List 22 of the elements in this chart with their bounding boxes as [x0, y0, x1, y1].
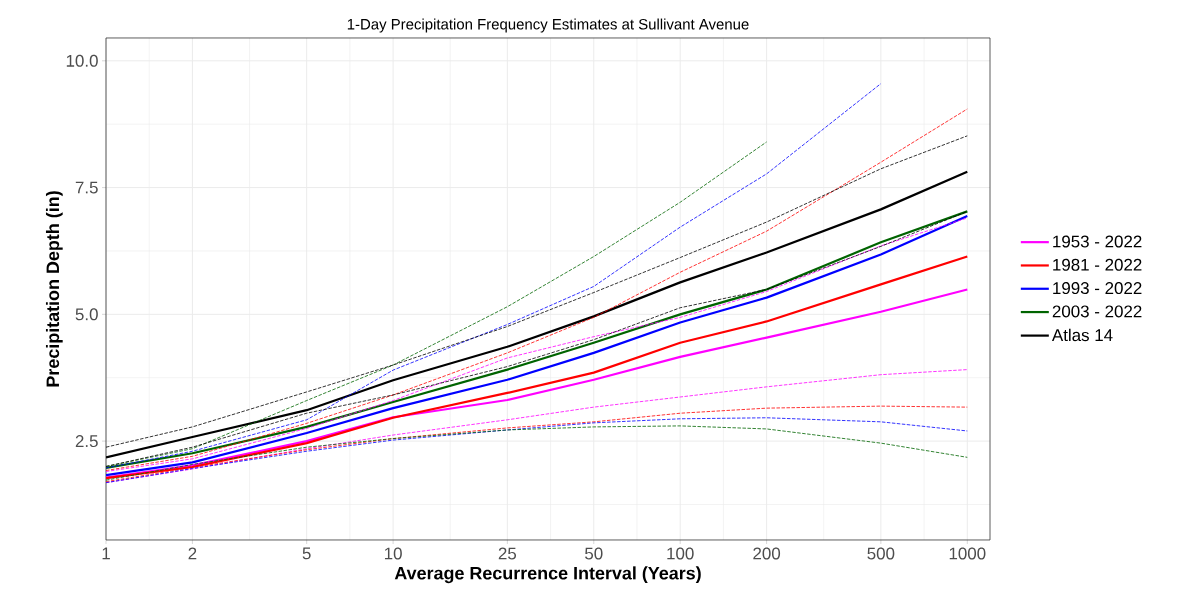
x-tick-label: 25: [498, 547, 517, 560]
x-tick-label: 2: [188, 547, 197, 560]
x-tick-label: 50: [585, 547, 603, 560]
legend-label: Atlas 14: [1051, 328, 1113, 342]
legend-label: 2003 - 2022: [1052, 305, 1142, 318]
x-axis-title: Average Recurrence Interval (Years): [394, 566, 701, 584]
x-tick-label: 1000: [949, 547, 986, 560]
legend-label: 1993 - 2022: [1053, 282, 1142, 295]
y-tick-label: 10.0: [66, 54, 98, 67]
y-tick-label: 7.5: [75, 181, 98, 194]
y-axis-title: Precipitation Depth (in): [45, 191, 63, 387]
x-tick-label: 200: [753, 547, 781, 560]
legend-label: 1953 - 2022: [1053, 235, 1142, 248]
x-tick-label: 100: [667, 547, 694, 560]
x-tick-label: 500: [867, 547, 895, 560]
y-tick-label: 5.0: [75, 308, 98, 321]
x-tick-label: 1: [102, 547, 110, 560]
y-tick-label: 2.5: [75, 435, 98, 448]
x-tick-label: 10: [384, 547, 402, 560]
x-tick-label: 5: [302, 547, 311, 560]
legend-label: 1981 - 2022: [1053, 258, 1142, 271]
chart-title: 1-Day Precipitation Frequency Estimates at Sullivant Avenue: [347, 18, 749, 33]
